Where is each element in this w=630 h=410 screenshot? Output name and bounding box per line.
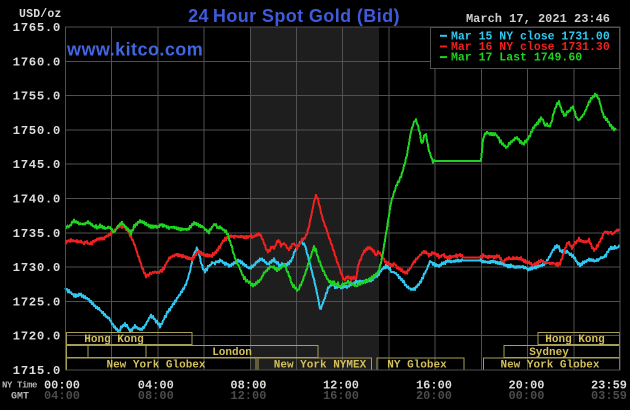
svg-text:London: London: [212, 347, 252, 359]
svg-text:1740.0: 1740.0: [13, 193, 61, 207]
svg-text:Mar 17 Last 1749.60: Mar 17 Last 1749.60: [451, 52, 582, 65]
svg-text:1760.0: 1760.0: [13, 55, 61, 69]
svg-text:GMT: GMT: [11, 392, 29, 403]
svg-text:1750.0: 1750.0: [13, 124, 61, 138]
svg-text:1755.0: 1755.0: [13, 90, 61, 104]
svg-text:Sydney: Sydney: [529, 347, 569, 359]
svg-text:16:00: 16:00: [416, 378, 452, 392]
svg-text:March 17, 2021 23:46: March 17, 2021 23:46: [466, 12, 610, 26]
svg-text:00:00: 00:00: [508, 389, 544, 403]
svg-text:NY Globex: NY Globex: [387, 360, 447, 372]
svg-text:1715.0: 1715.0: [13, 364, 61, 378]
svg-text:20:00: 20:00: [508, 378, 544, 392]
svg-text:20:00: 20:00: [416, 389, 452, 403]
svg-text:Mar 16 NY close 1731.30: Mar 16 NY close 1731.30: [451, 41, 610, 54]
svg-text:1720.0: 1720.0: [13, 330, 61, 344]
svg-text:www.kitco.com: www.kitco.com: [66, 40, 203, 60]
svg-text:1730.0: 1730.0: [13, 261, 61, 275]
svg-text:12:00: 12:00: [323, 378, 359, 392]
svg-text:08:00: 08:00: [138, 389, 174, 403]
svg-text:New York Globex: New York Globex: [500, 360, 599, 372]
svg-text:Hong Kong: Hong Kong: [545, 334, 604, 346]
svg-text:1765.0: 1765.0: [13, 21, 61, 35]
svg-text:12:00: 12:00: [230, 389, 266, 403]
svg-text:New York NYMEX: New York NYMEX: [274, 360, 367, 372]
svg-text:1725.0: 1725.0: [13, 295, 61, 309]
svg-text:1745.0: 1745.0: [13, 158, 61, 172]
svg-text:08:00: 08:00: [230, 378, 266, 392]
svg-text:04:00: 04:00: [138, 378, 174, 392]
svg-text:00:00: 00:00: [44, 378, 80, 392]
svg-text:NY Time: NY Time: [2, 380, 37, 390]
svg-text:Hong Kong: Hong Kong: [84, 334, 143, 346]
svg-text:Mar 15 NY close 1731.00: Mar 15 NY close 1731.00: [451, 30, 610, 43]
svg-text:23:59: 23:59: [591, 378, 627, 392]
svg-text:USD/oz: USD/oz: [19, 8, 62, 21]
svg-text:1735.0: 1735.0: [13, 227, 61, 241]
svg-text:04:00: 04:00: [44, 389, 80, 403]
svg-text:16:00: 16:00: [323, 389, 359, 403]
svg-text:24 Hour Spot Gold (Bid): 24 Hour Spot Gold (Bid): [188, 6, 400, 26]
svg-text:03:59: 03:59: [591, 389, 627, 403]
svg-text:New York Globex: New York Globex: [106, 360, 205, 372]
